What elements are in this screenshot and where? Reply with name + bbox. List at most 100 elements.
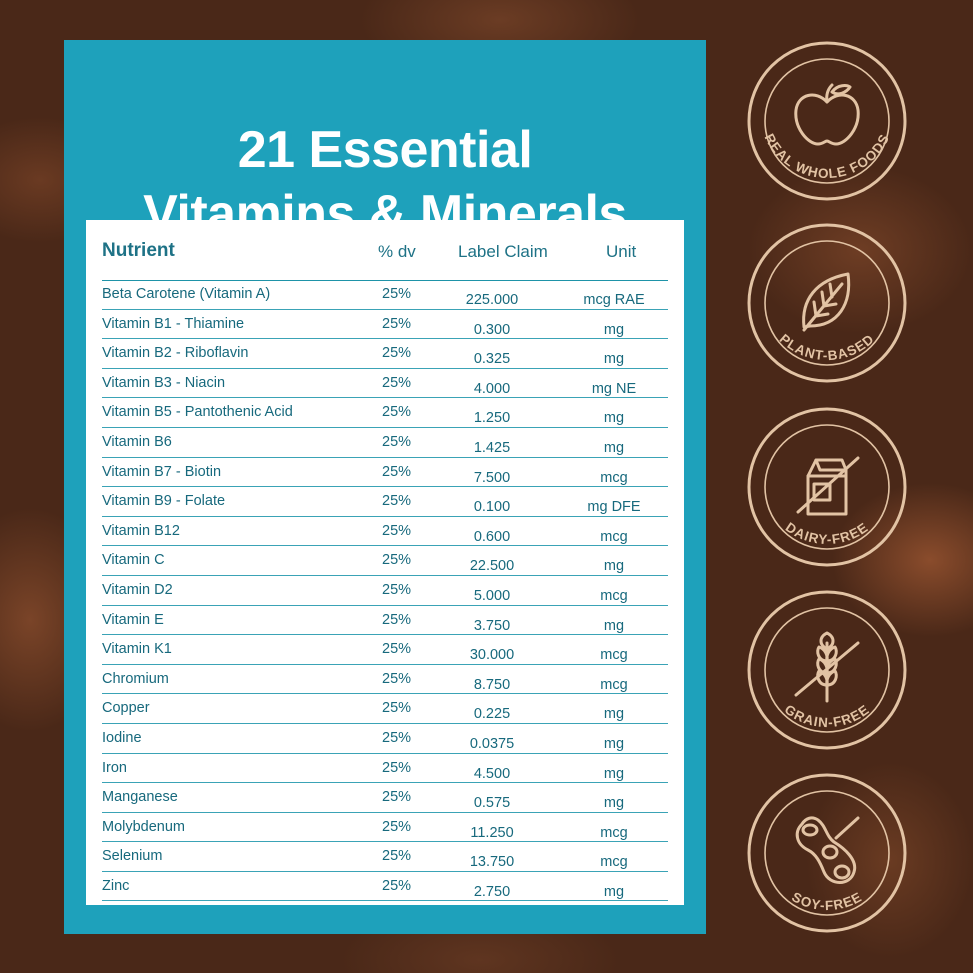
daily-value: 25% xyxy=(382,463,412,480)
daily-value: 25% xyxy=(382,404,412,421)
daily-value: 25% xyxy=(382,522,412,539)
nutrient-name: Vitamin D2 xyxy=(102,581,173,598)
unit: mg NE xyxy=(591,380,637,397)
unit: mg xyxy=(603,735,625,752)
unit: mcg xyxy=(600,528,628,545)
table-row: Manganese 25% 0.575 mg xyxy=(102,783,668,813)
daily-value: 25% xyxy=(382,670,412,687)
nutrient-name: Zinc xyxy=(102,877,130,894)
badge-dairy-free: DAIRY-FREE xyxy=(746,406,908,568)
badge-soy-free: SOY-FREE xyxy=(746,772,908,934)
nutrient-name: Vitamin B2 - Riboflavin xyxy=(102,345,249,362)
unit: mg xyxy=(603,410,625,427)
table-row: Beta Carotene (Vitamin A) 25% 225.000 mcg R… xyxy=(102,280,668,310)
nutrient-name: Vitamin B1 - Thiamine xyxy=(102,315,245,332)
unit: mg xyxy=(603,706,625,723)
nutrient-name: Vitamin K1 xyxy=(102,641,172,658)
table-body: Beta Carotene (Vitamin A) 25% 225.000 mcg R… xyxy=(102,280,668,902)
header-nutrient: Nutrient xyxy=(102,240,175,261)
title-line-1: 21 Essential xyxy=(237,121,533,179)
table-row: Vitamin E 25% 3.750 mg xyxy=(102,606,668,636)
daily-value: 25% xyxy=(382,818,412,835)
nutrient-name: Vitamin B7 - Biotin xyxy=(102,463,222,480)
nutrient-name: Selenium xyxy=(102,848,163,865)
unit: mcg xyxy=(600,469,628,486)
unit: mg xyxy=(603,765,625,782)
label-claim: 0.300 xyxy=(473,321,511,338)
nutrient-name: Vitamin B12 xyxy=(102,522,180,539)
milk-carton-icon xyxy=(796,456,860,516)
table-header: Nutrient % dv Label Claim Unit xyxy=(102,238,668,281)
label-claim: 0.0375 xyxy=(469,735,515,752)
unit: mcg xyxy=(600,676,628,693)
nutrient-name: Iron xyxy=(102,759,127,776)
label-claim: 8.750 xyxy=(473,676,511,693)
unit: mg xyxy=(603,351,625,368)
label-claim: 7.500 xyxy=(473,469,511,486)
daily-value: 25% xyxy=(382,611,412,628)
unit: mcg xyxy=(600,824,628,841)
label-claim: 5.000 xyxy=(473,587,511,604)
nutrient-name: Molybdenum xyxy=(102,818,186,835)
label-claim: 13.750 xyxy=(469,854,515,871)
badge-label: GRAIN-FREE xyxy=(782,702,873,731)
nutrient-name: Vitamin B3 - Niacin xyxy=(102,374,226,391)
label-claim: 30.000 xyxy=(469,647,515,664)
label-claim: 4.000 xyxy=(473,380,511,397)
header-dv: % dv xyxy=(378,242,416,261)
unit: mg xyxy=(603,321,625,338)
unit: mg DFE xyxy=(587,499,641,516)
table-row: Vitamin B6 25% 1.425 mg xyxy=(102,428,668,458)
table-row: Vitamin B3 - Niacin 25% 4.000 mg NE xyxy=(102,369,668,399)
label-claim: 1.250 xyxy=(473,410,511,427)
nutrient-name: Copper xyxy=(102,700,150,717)
unit: mcg xyxy=(600,587,628,604)
daily-value: 25% xyxy=(382,315,412,332)
nutrient-name: Vitamin B5 - Pantothenic Acid xyxy=(102,404,293,421)
label-claim: 3.750 xyxy=(473,617,511,634)
table-row: Vitamin D2 25% 5.000 mcg xyxy=(102,576,668,606)
badge-label: DAIRY-FREE xyxy=(783,519,871,547)
badge-grain-free: GRAIN-FREE xyxy=(746,589,908,751)
daily-value: 25% xyxy=(382,374,412,391)
unit: mg xyxy=(603,617,625,634)
apple-icon xyxy=(794,83,860,146)
daily-value: 25% xyxy=(382,641,412,658)
label-claim: 4.500 xyxy=(473,765,511,782)
daily-value: 25% xyxy=(382,759,412,776)
table-row: Vitamin B7 - Biotin 25% 7.500 mcg xyxy=(102,458,668,488)
nutrition-panel: 21 Essential Vitamins & Minerals Nutrien… xyxy=(64,40,706,934)
table-row: Copper 25% 0.225 mg xyxy=(102,694,668,724)
table-row: Iodine 25% 0.0375 mg xyxy=(102,724,668,754)
badge-real-whole-foods: REAL WHOLE FOODS xyxy=(746,40,908,202)
table-row: Vitamin B12 25% 0.600 mcg xyxy=(102,517,668,547)
table-row: Vitamin K1 25% 30.000 mcg xyxy=(102,635,668,665)
soybean-icon xyxy=(795,816,860,884)
daily-value: 25% xyxy=(382,286,412,302)
nutrient-name: Iodine xyxy=(102,729,142,746)
header-unit: Unit xyxy=(606,242,637,261)
daily-value: 25% xyxy=(382,789,412,806)
table-row: Vitamin B9 - Folate 25% 0.100 mg DFE xyxy=(102,487,668,517)
nutrient-name: Manganese xyxy=(102,789,178,806)
leaf-icon xyxy=(802,272,851,332)
table-row: Vitamin C 25% 22.500 mg xyxy=(102,546,668,576)
table-row: Chromium 25% 8.750 mcg xyxy=(102,665,668,695)
unit: mg xyxy=(603,795,625,812)
daily-value: 25% xyxy=(382,848,412,865)
wheat-icon xyxy=(794,631,860,703)
daily-value: 25% xyxy=(382,552,412,569)
label-claim: 1.425 xyxy=(473,439,511,456)
unit: mcg xyxy=(600,647,628,664)
daily-value: 25% xyxy=(382,581,412,598)
daily-value: 25% xyxy=(382,493,412,510)
badge-plant-based: PLANT-BASED xyxy=(746,222,908,384)
label-claim: 0.600 xyxy=(473,528,511,545)
daily-value: 25% xyxy=(382,700,412,717)
label-claim: 22.500 xyxy=(469,558,515,575)
daily-value: 25% xyxy=(382,345,412,362)
unit: mcg xyxy=(600,854,628,871)
label-claim: 0.325 xyxy=(473,351,511,368)
badge-label: SOY-FREE xyxy=(789,889,864,913)
daily-value: 25% xyxy=(382,877,412,894)
